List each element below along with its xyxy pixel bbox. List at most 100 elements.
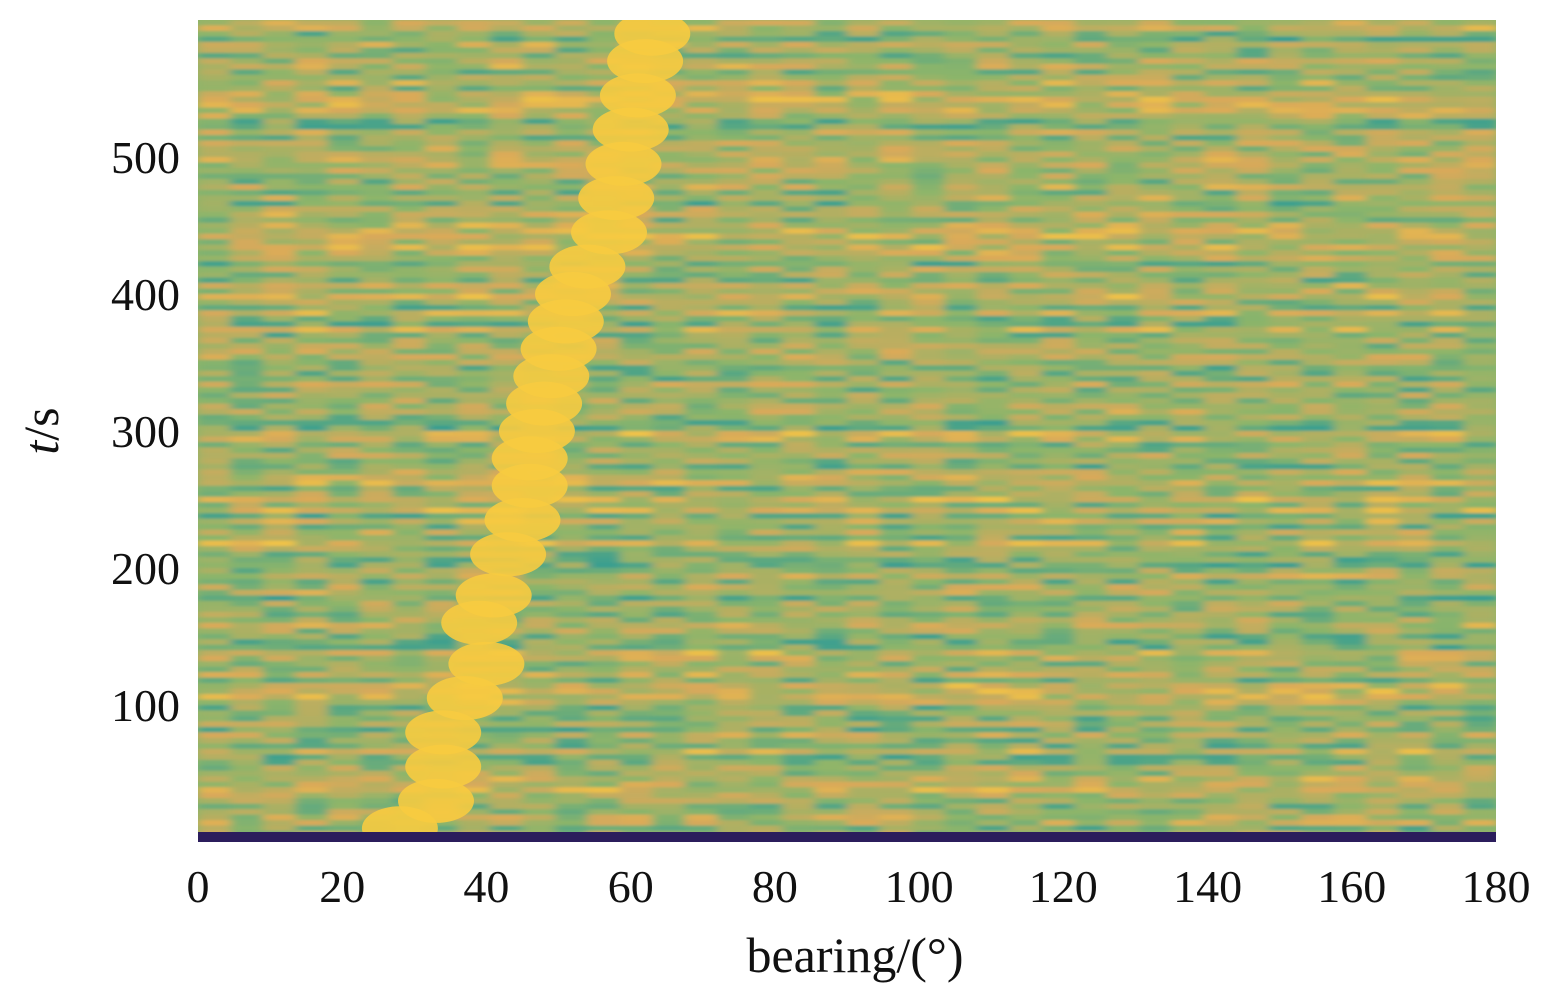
heatmap-cell (717, 321, 751, 328)
heatmap-cell (490, 140, 524, 147)
heatmap-cell (360, 672, 394, 679)
heatmap-cell (911, 562, 946, 569)
heatmap-cell (262, 633, 297, 640)
heatmap-cell (976, 425, 1011, 432)
heatmap-cell (457, 496, 492, 503)
heatmap-cell (944, 315, 978, 322)
heatmap-cell (198, 343, 232, 350)
heatmap-cell (295, 222, 329, 229)
heatmap-cell (360, 91, 394, 98)
heatmap-cell (295, 266, 329, 273)
heatmap-cell (490, 326, 524, 333)
heatmap-cell (1301, 578, 1335, 586)
heatmap-cell (360, 354, 394, 361)
heatmap-cell (1041, 96, 1076, 103)
heatmap-cell (1463, 529, 1496, 536)
heatmap-cell (360, 633, 394, 640)
heatmap-cell (522, 622, 556, 629)
heatmap-cell (1236, 304, 1270, 312)
heatmap-cell (976, 195, 1011, 202)
heatmap-cell (1398, 113, 1433, 120)
heatmap-cell (717, 167, 751, 175)
heatmap-cell (262, 288, 297, 295)
heatmap-cell (1301, 189, 1335, 196)
heatmap-cell (847, 283, 881, 290)
heatmap-cell (1268, 47, 1303, 54)
heatmap-cell (1139, 551, 1173, 558)
heatmap-cell (1171, 124, 1205, 131)
heatmap-cell (230, 255, 264, 262)
heatmap-cell (327, 606, 362, 613)
heatmap-cell (490, 58, 524, 65)
heatmap-cell (847, 639, 881, 646)
heatmap-cell (1041, 617, 1076, 624)
heatmap-cell (1333, 354, 1368, 361)
heatmap-cell (1074, 666, 1108, 673)
heatmap-cell (717, 485, 751, 492)
heatmap-cell (457, 30, 492, 38)
heatmap-cell (782, 162, 816, 169)
heatmap-cell (198, 102, 232, 109)
heatmap-cell (1268, 518, 1303, 525)
heatmap-cell (847, 118, 881, 125)
heatmap-cell (911, 189, 946, 196)
heatmap-cell (1074, 496, 1108, 503)
heatmap-cell (425, 354, 459, 361)
heatmap-cell (717, 25, 751, 32)
heatmap-cell (1074, 74, 1108, 81)
heatmap-cell (1301, 217, 1335, 224)
heatmap-cell (911, 173, 946, 180)
heatmap-cell (1398, 584, 1433, 591)
heatmap-cell (295, 250, 329, 257)
heatmap-cell (262, 30, 297, 38)
heatmap-cell (198, 557, 232, 564)
heatmap-cell (814, 491, 848, 498)
heatmap-cell (425, 25, 459, 32)
heatmap-cell (1171, 694, 1205, 701)
heatmap-cell (1203, 480, 1238, 487)
heatmap-cell (1009, 458, 1043, 465)
heatmap-cell (554, 441, 589, 449)
heatmap-cell (392, 661, 427, 668)
heatmap-cell (1236, 518, 1270, 525)
heatmap-cell (522, 151, 556, 158)
heatmap-cell (230, 474, 264, 481)
heatmap-cell (976, 217, 1011, 224)
heatmap-cell (1106, 507, 1141, 514)
heatmap-cell (1398, 365, 1433, 372)
heatmap-cell (262, 694, 297, 701)
heatmap-cell (1463, 655, 1496, 662)
heatmap-cell (1009, 496, 1043, 503)
heatmap-cell (1139, 683, 1173, 690)
heatmap-cell (1301, 304, 1335, 312)
heatmap-cell (457, 261, 492, 268)
heatmap-cell (1203, 348, 1238, 355)
heatmap-cell (295, 595, 329, 602)
heatmap-cell (554, 200, 589, 207)
heatmap-cell (327, 244, 362, 251)
heatmap-cell (295, 354, 329, 361)
heatmap-cell (1203, 420, 1238, 427)
heatmap-cell (230, 392, 264, 399)
heatmap-cell (782, 617, 816, 624)
heatmap-cell (879, 409, 913, 416)
heatmap-cell (684, 414, 719, 421)
heatmap-cell (1268, 573, 1303, 580)
heatmap-cell (782, 644, 816, 651)
heatmap-cell (198, 496, 232, 503)
heatmap-cell (749, 326, 784, 333)
heatmap-cell (587, 387, 621, 394)
heatmap-cell (717, 474, 751, 481)
heatmap-cell (1171, 173, 1205, 180)
heatmap-cell (782, 58, 816, 65)
heatmap-cell (262, 354, 297, 361)
heatmap-cell (1366, 562, 1400, 569)
heatmap-cell (360, 458, 394, 465)
heatmap-cell (1431, 348, 1465, 355)
heatmap-cell (944, 74, 978, 81)
heatmap-cell (944, 688, 978, 695)
heatmap-cell (457, 568, 492, 575)
heatmap-cell (944, 370, 978, 377)
heatmap-cell (879, 189, 913, 196)
heatmap-cell (1009, 398, 1043, 405)
